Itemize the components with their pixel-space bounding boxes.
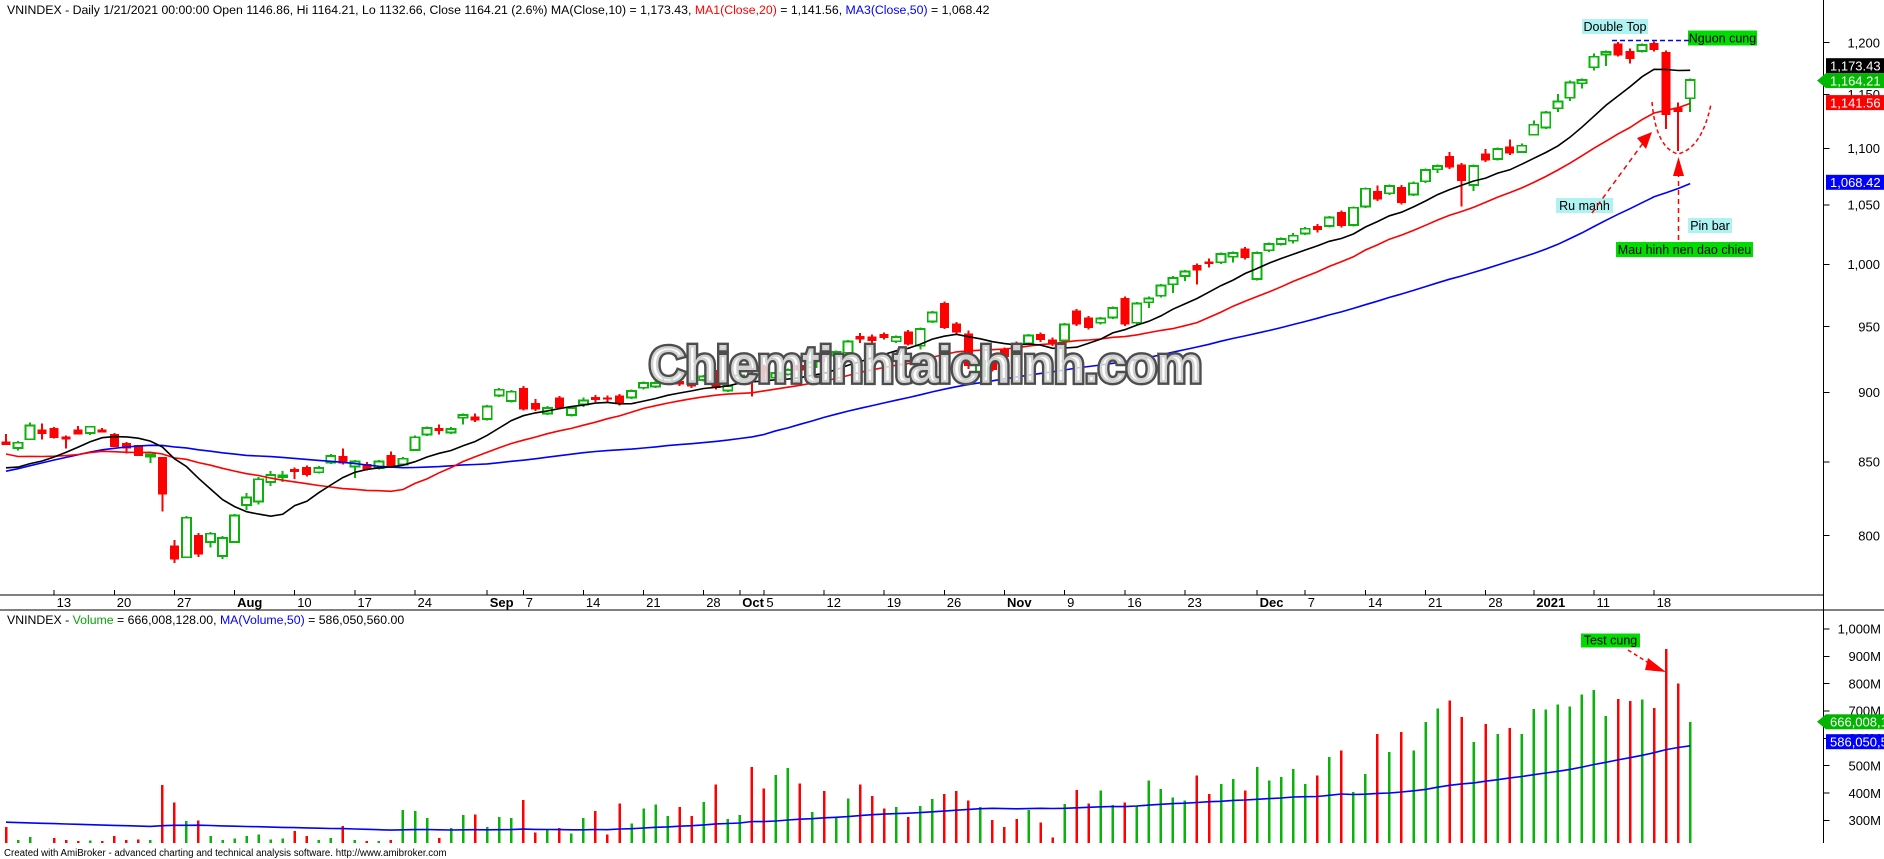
svg-text:Double Top: Double Top [1583, 20, 1646, 34]
svg-text:400M: 400M [1848, 786, 1881, 801]
svg-text:17: 17 [357, 595, 371, 610]
svg-text:7: 7 [1308, 595, 1315, 610]
svg-text:23: 23 [1187, 595, 1201, 610]
svg-text:1,173.43: 1,173.43 [1830, 58, 1881, 73]
svg-text:5: 5 [766, 595, 773, 610]
svg-text:10: 10 [297, 595, 311, 610]
svg-text:Oct: Oct [742, 595, 764, 610]
svg-text:7: 7 [526, 595, 533, 610]
svg-text:Sep: Sep [490, 595, 514, 610]
svg-text:18: 18 [1657, 595, 1671, 610]
svg-text:9: 9 [1067, 595, 1074, 610]
svg-text:2021: 2021 [1536, 595, 1565, 610]
svg-text:13: 13 [57, 595, 71, 610]
svg-text:1,141.56: 1,141.56 [1830, 95, 1881, 110]
svg-text:666,008,1: 666,008,1 [1830, 715, 1884, 730]
svg-text:1,100: 1,100 [1847, 141, 1880, 156]
svg-text:20: 20 [117, 595, 131, 610]
svg-text:Nguon cung: Nguon cung [1689, 31, 1756, 45]
svg-text:1,050: 1,050 [1847, 198, 1880, 213]
svg-text:14: 14 [586, 595, 600, 610]
svg-text:850: 850 [1858, 455, 1880, 470]
svg-text:24: 24 [418, 595, 432, 610]
svg-text:900: 900 [1858, 385, 1880, 400]
svg-text:Mau hinh nen dao chieu: Mau hinh nen dao chieu [1618, 243, 1751, 257]
svg-text:1,000: 1,000 [1847, 257, 1880, 272]
svg-text:1,068.42: 1,068.42 [1830, 175, 1881, 190]
svg-text:900M: 900M [1848, 649, 1881, 664]
svg-text:12: 12 [827, 595, 841, 610]
svg-text:800M: 800M [1848, 676, 1881, 691]
svg-text:Pin bar: Pin bar [1690, 219, 1730, 233]
svg-text:Chiemtinhtaichinh.com: Chiemtinhtaichinh.com [649, 337, 1202, 395]
svg-text:28: 28 [1488, 595, 1502, 610]
svg-text:11: 11 [1597, 595, 1611, 610]
svg-text:1,000M: 1,000M [1838, 622, 1881, 637]
svg-text:Dec: Dec [1260, 595, 1284, 610]
svg-text:14: 14 [1368, 595, 1382, 610]
svg-text:27: 27 [177, 595, 191, 610]
svg-text:16: 16 [1127, 595, 1141, 610]
svg-text:300M: 300M [1848, 813, 1881, 828]
svg-text:Created with AmiBroker - advan: Created with AmiBroker - advanced charti… [4, 848, 447, 859]
svg-text:1,164.21: 1,164.21 [1830, 73, 1881, 88]
svg-text:Nov: Nov [1007, 595, 1032, 610]
svg-text:19: 19 [887, 595, 901, 610]
svg-text:Test cung: Test cung [1584, 633, 1638, 647]
svg-text:VNINDEX - Volume = 666,008,128: VNINDEX - Volume = 666,008,128.00, MA(Vo… [7, 613, 404, 627]
svg-text:800: 800 [1858, 528, 1880, 543]
svg-text:Ru manh: Ru manh [1559, 199, 1610, 213]
svg-text:Aug: Aug [237, 595, 262, 610]
svg-text:26: 26 [947, 595, 961, 610]
svg-text:1,200: 1,200 [1847, 35, 1880, 50]
svg-text:21: 21 [646, 595, 660, 610]
svg-text:28: 28 [706, 595, 720, 610]
svg-text:VNINDEX - Daily 1/21/2021 00:0: VNINDEX - Daily 1/21/2021 00:00:00 Open … [7, 3, 990, 17]
svg-text:586,050,5: 586,050,5 [1830, 734, 1884, 749]
svg-text:500M: 500M [1848, 758, 1881, 773]
svg-text:950: 950 [1858, 319, 1880, 334]
svg-text:21: 21 [1428, 595, 1442, 610]
